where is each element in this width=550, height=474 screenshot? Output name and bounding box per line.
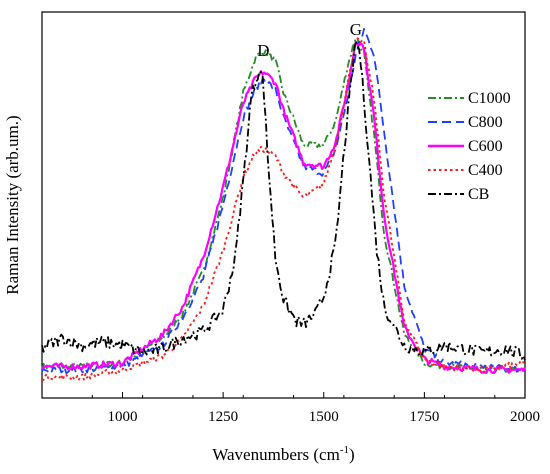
x-ticks: 1000 1250 1500 1750 2000 [91,392,540,425]
series-layer [41,27,526,381]
legend: C1000 C800 C600 C400 CB [428,90,511,203]
y-axis-title: Raman Intensity (arb.um.) [3,115,22,294]
legend-label-c800: C800 [468,114,503,131]
x-tick-label: 1750 [409,409,439,425]
peak-label-d: D [257,41,269,60]
legend-label-cb: CB [468,186,489,203]
series-line-cb [41,39,526,361]
x-tick-label: 1500 [309,409,339,425]
legend-label-c1000: C1000 [468,90,511,107]
x-axis-title: Wavenumbers (cm-1) [212,444,354,464]
plot-frame [41,11,526,399]
legend-label-c400: C400 [468,162,503,179]
series-line-c1000 [41,37,526,374]
x-tick-label: 1250 [208,409,238,425]
series-line-c800 [41,27,526,375]
peak-annotations: DG [257,20,362,60]
plot-border [41,11,526,399]
x-tick-label: 1000 [108,409,138,425]
series-line-c400 [41,37,526,381]
legend-label-c600: C600 [468,138,503,155]
x-tick-label: 2000 [510,409,540,425]
peak-label-g: G [350,20,362,39]
series-line-c600 [41,40,526,375]
